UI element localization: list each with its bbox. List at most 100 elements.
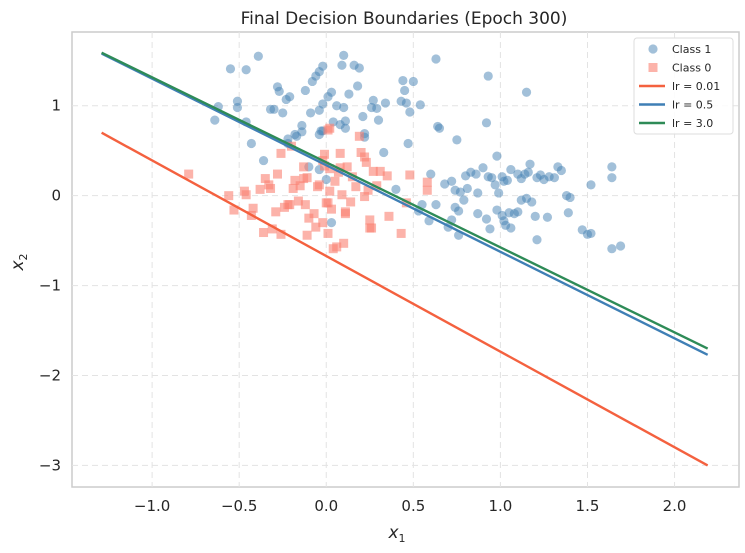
class-1-point xyxy=(523,167,533,177)
class-1-point xyxy=(318,61,328,71)
class-1-point xyxy=(353,81,363,91)
class-1-point xyxy=(615,241,626,251)
class-0-point xyxy=(354,131,364,141)
class-1-point xyxy=(405,107,415,117)
class-0-point xyxy=(248,203,258,213)
class-1-point xyxy=(354,63,364,73)
class-1-point xyxy=(454,206,464,216)
class-1-point xyxy=(210,115,220,125)
class-1-point xyxy=(471,169,481,179)
class-0-point xyxy=(272,169,282,179)
class-0-point xyxy=(405,170,415,180)
class-1-point xyxy=(339,50,349,60)
class-1-point xyxy=(440,179,450,189)
class-0-point xyxy=(309,209,319,219)
class-0-point xyxy=(318,218,328,228)
x-tick-label: 1.0 xyxy=(488,497,512,515)
class-1-point xyxy=(586,228,596,239)
x-tick-label: 0.5 xyxy=(401,497,425,515)
class-1-point xyxy=(455,187,465,197)
class-0-point xyxy=(288,183,298,193)
class-0-point xyxy=(360,152,370,162)
class-1-point xyxy=(415,100,425,110)
class-1-point xyxy=(400,85,410,96)
class-1-point xyxy=(492,151,502,161)
class-0-point xyxy=(276,148,286,158)
class-0-point xyxy=(360,192,370,202)
class-0-point xyxy=(323,125,333,135)
class-1-point xyxy=(340,123,351,133)
class-1-point xyxy=(398,75,408,86)
class-0-point xyxy=(382,171,392,181)
class-0-point xyxy=(325,164,335,174)
class-0-point xyxy=(323,228,333,238)
class-0-point xyxy=(184,169,194,179)
class-1-point xyxy=(490,180,500,190)
class-0-point xyxy=(330,176,340,186)
class-0-point xyxy=(337,190,347,200)
class-1-point xyxy=(532,235,542,245)
class-1-point xyxy=(462,183,472,194)
y-tick-labels: 1 0 −1 −2 −3 xyxy=(39,97,61,475)
x-axis-label-main: x xyxy=(387,523,399,543)
class-1-point xyxy=(607,162,617,172)
class-0-point xyxy=(325,186,335,196)
class-1-point xyxy=(246,138,256,149)
y-axis-label: x2 xyxy=(8,253,30,271)
class-1-point xyxy=(403,138,413,149)
class-1-point xyxy=(297,120,307,131)
class-1-point xyxy=(521,87,532,97)
scatter-points xyxy=(184,50,626,254)
y-tick-label: 0 xyxy=(51,187,61,205)
class-1-point xyxy=(577,225,587,235)
class-1-point xyxy=(305,108,316,118)
class-1-point xyxy=(321,174,331,185)
class-1-point xyxy=(502,175,512,185)
x-axis-label-sub: 1 xyxy=(399,532,406,545)
class-1-point xyxy=(253,51,263,61)
class-0-point xyxy=(346,197,356,207)
class-1-point xyxy=(525,159,535,169)
class-0-point xyxy=(375,166,385,176)
class-1-point xyxy=(452,135,462,145)
legend-entry-label: lr = 0.5 xyxy=(672,99,713,112)
class-1-point xyxy=(380,98,391,108)
class-0-point xyxy=(365,215,375,225)
class-1-point xyxy=(401,98,411,108)
class-0-point xyxy=(332,242,342,252)
class-0-point xyxy=(302,173,312,183)
class-1-point xyxy=(339,102,349,113)
class-1-point xyxy=(485,224,495,234)
legend: Class 1 Class 0 lr = 0.01 lr = 0.5 lr = 3.0 xyxy=(633,37,734,135)
class-1-point xyxy=(391,184,401,194)
class-0-point xyxy=(285,200,295,210)
class-0-point xyxy=(335,163,345,173)
x-tick-label: 0.0 xyxy=(314,497,338,515)
class-0-point xyxy=(255,184,265,194)
class-1-point xyxy=(314,105,324,115)
class-1-point xyxy=(530,211,540,221)
x-tick-label: −0.5 xyxy=(221,497,257,515)
class-0-point xyxy=(224,191,234,201)
class-1-point xyxy=(459,195,469,205)
class-0-point xyxy=(340,209,350,219)
legend-square-marker xyxy=(648,63,658,72)
class-0-point xyxy=(314,180,324,190)
class-1-point xyxy=(258,155,269,166)
class-1-point xyxy=(513,207,523,217)
class-1-point xyxy=(326,218,337,228)
class-1-point xyxy=(494,188,504,198)
class-0-point xyxy=(422,185,432,195)
chart-title: Final Decision Boundaries (Epoch 300) xyxy=(241,9,568,29)
class-0-point xyxy=(266,183,276,193)
class-1-point xyxy=(326,87,337,97)
class-0-point xyxy=(293,196,303,206)
x-tick-label: 1.5 xyxy=(576,497,600,515)
class-1-point xyxy=(431,200,441,210)
class-0-point xyxy=(351,182,361,192)
class-1-point xyxy=(265,104,276,114)
class-0-point xyxy=(342,162,352,172)
class-1-point xyxy=(607,244,617,254)
class-0-point xyxy=(320,161,330,171)
